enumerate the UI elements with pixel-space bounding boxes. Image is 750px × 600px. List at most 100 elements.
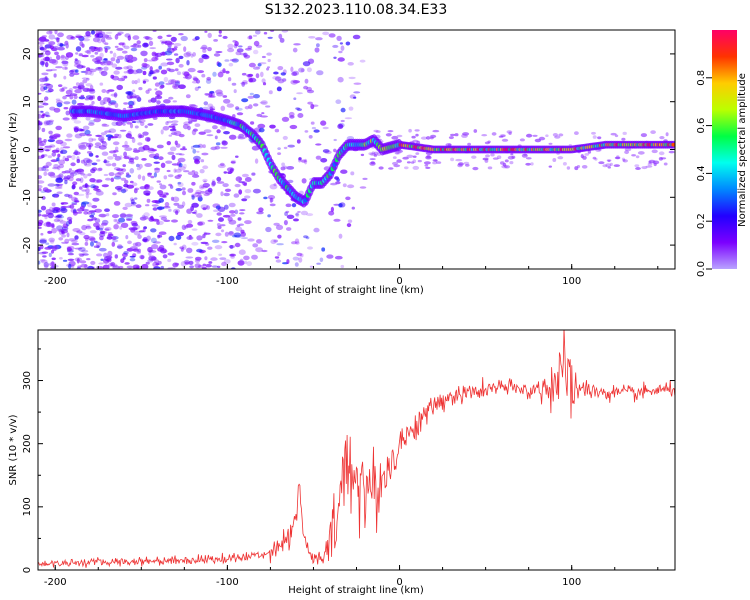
spectrogram-noise-blob <box>458 162 464 166</box>
spectrogram-noise-blob <box>96 179 103 183</box>
spectrogram-noise-blob <box>362 177 368 180</box>
spectrogram-noise-blob <box>191 228 198 231</box>
spectrogram-noise-blob <box>635 167 641 170</box>
spectrogram-noise-blob <box>261 112 265 115</box>
spectrogram-noise-blob <box>73 127 79 133</box>
spectrogram-noise-blob <box>123 102 129 105</box>
spectrogram-noise-blob <box>39 46 45 51</box>
spectrogram-noise-blob <box>38 140 43 144</box>
spectrogram-noise-blob <box>77 85 82 90</box>
spectrogram-noise-blob <box>108 128 117 133</box>
spectrogram-noise-blob <box>208 261 213 264</box>
spectrogram-noise-blob <box>504 159 509 163</box>
spectrogram-noise-blob <box>472 166 479 171</box>
spectrogram-xtick-label: 0 <box>396 276 402 287</box>
spectrogram-noise-blob <box>177 181 182 185</box>
spectrogram-noise-blob <box>247 75 252 80</box>
spectrogram-noise-blob <box>154 88 158 91</box>
spectrogram-noise-blob <box>158 65 162 70</box>
spectrogram-noise-blob <box>66 232 70 238</box>
spectrogram-noise-blob <box>164 202 170 207</box>
spectrogram-noise-blob <box>182 190 186 196</box>
spectrogram-noise-blob <box>621 137 626 141</box>
spectrogram-noise-blob <box>38 142 45 147</box>
spectrogram-noise-blob <box>148 40 154 47</box>
spectrogram-noise-blob <box>293 218 299 222</box>
spectrogram-noise-blob <box>136 120 142 124</box>
spectrogram-noise-blob <box>300 159 307 163</box>
spectrogram-noise-blob <box>309 265 313 268</box>
spectrogram-noise-blob <box>51 227 57 234</box>
spectrogram-noise-blob <box>197 264 204 268</box>
spectrogram-noise-blob <box>186 60 190 66</box>
spectrogram-noise-blob <box>97 67 102 70</box>
spectrogram-noise-blob <box>295 241 300 245</box>
spectrogram-noise-blob <box>255 30 261 35</box>
spectrogram-noise-blob <box>134 125 139 129</box>
spectrogram-noise-blob <box>178 63 184 68</box>
spectrogram-noise-blob <box>45 161 52 167</box>
spectrogram-noise-blob <box>153 161 160 164</box>
spectrogram-noise-blob <box>281 162 285 167</box>
spectrogram-noise-blob <box>166 67 171 71</box>
spectrogram-noise-blob <box>238 45 243 48</box>
spectrogram-noise-blob <box>213 53 221 57</box>
spectrogram-noise-blob <box>353 82 362 85</box>
spectrogram-noise-blob <box>300 253 304 258</box>
spectrogram-noise-blob <box>86 151 92 154</box>
spectrogram-noise-blob <box>408 128 412 133</box>
spectrogram-noise-blob <box>448 136 454 140</box>
spectrogram-noise-blob <box>235 155 239 158</box>
spectrogram-noise-blob <box>101 89 107 93</box>
spectrogram-noise-blob <box>94 142 102 147</box>
spectrogram-noise-blob <box>127 157 136 160</box>
spectrogram-noise-blob <box>616 155 620 159</box>
spectrogram-noise-blob <box>174 140 178 146</box>
spectrogram-noise-blob <box>194 263 201 269</box>
spectrogram-noise-blob <box>99 82 104 86</box>
spectrogram-noise-blob <box>199 169 205 174</box>
spectrogram-noise-blob <box>156 206 165 210</box>
spectrogram-noise-blob <box>167 174 174 178</box>
spectrogram-noise-blob <box>153 241 161 244</box>
spectrogram-noise-blob <box>85 116 91 121</box>
spectrogram-noise-blob <box>83 157 91 163</box>
spectrogram-noise-blob <box>178 133 185 138</box>
spectrogram-noise-blob <box>168 183 173 187</box>
spectrogram-noise-blob <box>66 34 74 40</box>
spectrogram-noise-blob <box>44 111 50 117</box>
spectrogram-noise-blob <box>217 62 222 67</box>
spectrogram-noise-blob <box>253 49 259 55</box>
spectrogram-noise-blob <box>109 50 113 54</box>
spectrogram-noise-blob <box>584 153 590 156</box>
spectrogram-noise-blob <box>76 158 81 164</box>
spectrogram-noise-blob <box>142 42 149 48</box>
spectrogram-noise-blob <box>127 91 134 96</box>
spectrogram-noise-blob <box>273 71 279 75</box>
spectrogram-noise-blob <box>217 206 226 212</box>
spectrogram-noise-blob <box>113 218 118 223</box>
spectrogram-noise-blob <box>56 225 64 231</box>
spectrogram-noise-blob <box>67 258 75 261</box>
spectrogram-noise-blob <box>73 120 82 124</box>
spectrogram-noise-blob <box>209 105 216 111</box>
spectrogram-noise-blob <box>76 193 85 197</box>
spectrogram-noise-blob <box>303 85 309 90</box>
spectrogram-noise-blob <box>48 41 56 45</box>
spectrogram-noise-blob <box>260 115 268 118</box>
spectrogram-noise-blob <box>622 159 628 163</box>
spectrogram-noise-blob <box>82 125 90 130</box>
spectrogram-noise-blob <box>114 254 119 259</box>
spectrogram-noise-blob <box>114 172 122 178</box>
spectrogram-noise-blob <box>89 89 96 94</box>
spectrogram-noise-blob <box>80 70 87 73</box>
spectrogram-noise-blob <box>250 121 255 125</box>
spectrogram-noise-blob <box>194 192 202 195</box>
spectrogram-noise-blob <box>141 158 147 161</box>
spectrogram-noise-blob <box>294 238 300 244</box>
spectrogram-noise-blob <box>45 149 50 152</box>
spectrogram-noise-blob <box>148 153 157 158</box>
spectrogram-xtick-label: -100 <box>216 276 239 287</box>
spectrogram-noise-blob <box>234 41 239 47</box>
spectrogram-noise-blob <box>436 161 442 164</box>
